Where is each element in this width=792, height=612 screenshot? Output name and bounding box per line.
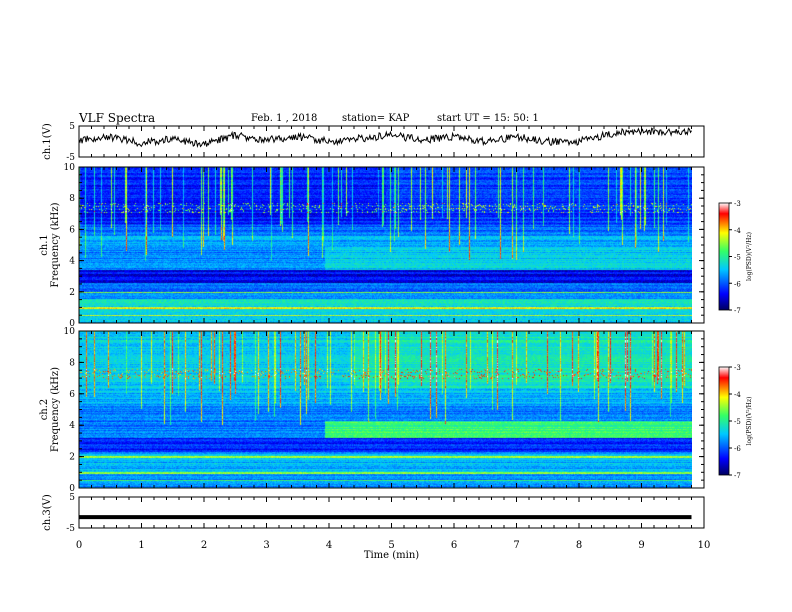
ch1-spectrogram-ytick-label-0: 0 <box>69 319 75 329</box>
ch2-spectrogram-image <box>79 331 692 488</box>
ch2-spectrogram-ytick-label-3: 6 <box>69 390 75 400</box>
ch1-waveform-ytick-label-1: -5 <box>66 153 75 163</box>
spectrogram-layer <box>79 167 692 488</box>
ch2-spectrogram-ytick-label-2: 4 <box>69 421 75 431</box>
ch2-spectrogram-ylabel2: Frequency (kHz) <box>50 367 61 452</box>
x-tick-label-4: 4 <box>326 540 332 551</box>
ch3-waveform-ytick-label-1: -5 <box>66 524 75 534</box>
waveform-layer <box>78 127 692 520</box>
ch1-spectrogram-colorbar-label: log(PSD)(V²/Hz) <box>746 232 753 281</box>
figure-title: VLF Spectra <box>79 111 156 125</box>
ch1-spectrogram-ylabel2: Frequency (kHz) <box>50 202 61 287</box>
ch1-spectrogram-ytick-label-4: 8 <box>69 194 75 204</box>
ch1-spectrogram-colorbar-tick-0: -3 <box>734 200 741 208</box>
ch1-spectrogram-image <box>79 167 692 323</box>
ch2-spectrogram-ytick-label-1: 2 <box>69 453 75 463</box>
ch3-waveform-ytick-label-0: 5 <box>69 493 75 503</box>
ch1-spectrogram-colorbar-tick-2: -5 <box>734 254 741 262</box>
date-label: Feb. 1 , 2018 <box>251 113 318 124</box>
ch1-waveform-line <box>78 127 692 149</box>
x-tick-label-5: 5 <box>388 540 394 551</box>
ch2-spectrogram-ytick-label-5: 10 <box>64 327 76 337</box>
x-tick-label-3: 3 <box>263 540 269 551</box>
ch2-spectrogram-ytick-label-4: 8 <box>69 358 75 368</box>
x-tick-label-0: 0 <box>76 540 82 551</box>
station-label: station= KAP <box>342 113 410 124</box>
ch1-spectrogram-colorbar-tick-4: -7 <box>734 307 741 315</box>
ch1-spectrogram-ylabel: ch.1 <box>39 234 50 256</box>
ch2-spectrogram-colorbar <box>718 366 730 476</box>
ch1-spectrogram-ytick-label-3: 6 <box>69 225 75 235</box>
ch1-waveform-ylabel: ch.1(V) <box>42 123 53 160</box>
x-axis-label: Time (min) <box>364 550 419 561</box>
ch2-spectrogram-colorbar-tick-3: -6 <box>734 445 741 453</box>
ch2-spectrogram-ylabel: ch.2 <box>39 399 50 421</box>
ch2-spectrogram-colorbar-tick-1: -4 <box>734 391 741 399</box>
ch2-spectrogram-colorbar-tick-2: -5 <box>734 418 741 426</box>
ch1-spectrogram-colorbar-tick-1: -4 <box>734 227 741 235</box>
ch3-waveform-ylabel: ch.3(V) <box>42 494 53 531</box>
ch2-spectrogram-colorbar-label: log(PSD)(V²/Hz) <box>746 397 753 446</box>
x-tick-label-9: 9 <box>638 540 644 551</box>
ch1-spectrogram-colorbar <box>718 202 730 311</box>
x-tick-label-2: 2 <box>201 540 207 551</box>
ch1-waveform-ytick-label-0: 5 <box>69 122 75 132</box>
x-tick-label-8: 8 <box>576 540 582 551</box>
ch2-spectrogram-ytick-label-0: 0 <box>69 484 75 494</box>
start-time-label: start UT = 15: 50: 1 <box>437 113 539 124</box>
ch2-spectrogram-colorbar-tick-4: -7 <box>734 472 741 480</box>
ch1-spectrogram-ytick-label-2: 4 <box>69 257 75 267</box>
ch1-spectrogram-ytick-label-1: 2 <box>69 288 75 298</box>
ch1-spectrogram-ytick-label-5: 10 <box>64 163 76 173</box>
ch2-spectrogram-colorbar-tick-0: -3 <box>734 364 741 372</box>
x-tick-label-6: 6 <box>451 540 457 551</box>
ch1-spectrogram-colorbar-tick-3: -6 <box>734 280 741 288</box>
x-tick-label-10: 10 <box>698 540 711 551</box>
x-tick-label-1: 1 <box>138 540 144 551</box>
x-tick-label-7: 7 <box>513 540 519 551</box>
